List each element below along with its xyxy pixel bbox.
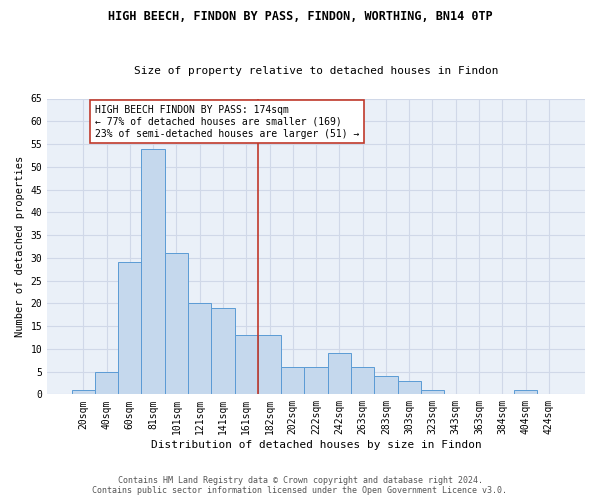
X-axis label: Distribution of detached houses by size in Findon: Distribution of detached houses by size … xyxy=(151,440,481,450)
Bar xyxy=(514,390,537,394)
Text: HIGH BEECH FINDON BY PASS: 174sqm
← 77% of detached houses are smaller (169)
23%: HIGH BEECH FINDON BY PASS: 174sqm ← 77% … xyxy=(95,106,359,138)
Text: HIGH BEECH, FINDON BY PASS, FINDON, WORTHING, BN14 0TP: HIGH BEECH, FINDON BY PASS, FINDON, WORT… xyxy=(107,10,493,23)
Bar xyxy=(142,148,165,394)
Bar xyxy=(421,390,444,394)
Bar xyxy=(304,367,328,394)
Bar xyxy=(235,335,258,394)
Bar xyxy=(374,376,398,394)
Bar xyxy=(118,262,142,394)
Bar xyxy=(328,354,351,395)
Bar xyxy=(188,304,211,394)
Bar xyxy=(351,367,374,394)
Title: Size of property relative to detached houses in Findon: Size of property relative to detached ho… xyxy=(134,66,499,76)
Text: Contains HM Land Registry data © Crown copyright and database right 2024.
Contai: Contains HM Land Registry data © Crown c… xyxy=(92,476,508,495)
Bar xyxy=(398,380,421,394)
Bar xyxy=(281,367,304,394)
Y-axis label: Number of detached properties: Number of detached properties xyxy=(15,156,25,337)
Bar xyxy=(165,253,188,394)
Bar xyxy=(211,308,235,394)
Bar xyxy=(95,372,118,394)
Bar xyxy=(71,390,95,394)
Bar xyxy=(258,335,281,394)
